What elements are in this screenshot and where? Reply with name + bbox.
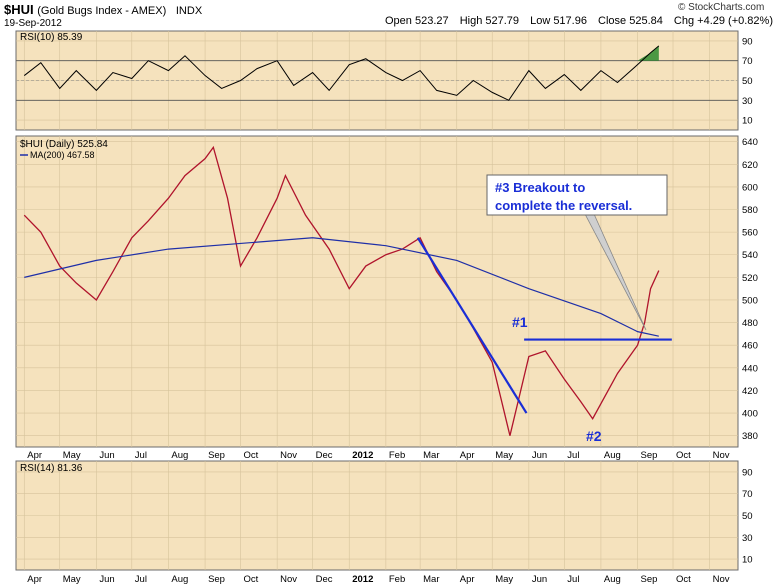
rsi-bottom-x-tick-label: Feb [389,574,405,585]
ma200-series [24,237,659,337]
price-y-tick-label: 580 [742,205,758,216]
rsi-bottom-x-tick-label: 2012 [352,574,373,585]
rsi-bottom-x-tick-label: Jun [532,574,547,585]
price-x-tick-label: Sep [641,450,658,461]
price-x-tick-label: Dec [316,450,333,461]
price-y-tick-label: 600 [742,182,758,193]
price-y-tick-label: 460 [742,341,758,352]
price-x-tick-label: Aug [604,450,621,461]
exchange: INDX [175,5,203,17]
price-x-tick-label: May [63,450,81,461]
symbol: $HUI [4,2,34,17]
price-x-tick-label: Oct [676,450,691,461]
price-y-tick-label: 620 [742,160,758,171]
high-value: High 527.79 [459,15,520,27]
price-legend: $HUI (Daily) 525.84 [20,139,108,150]
rsi-bottom-x-tick-label: Oct [676,574,691,585]
price-x-tick-label: Jun [532,450,547,461]
rsi-bottom-x-tick-label: Jul [567,574,579,585]
rsi-bottom-x-tick-label: Nov [713,574,730,585]
rsi-bottom-x-tick-label: Oct [244,574,259,585]
callout-line-1: #3 Breakout to [495,180,585,195]
price-x-tick-label: May [495,450,513,461]
price-x-tick-label: Nov [713,450,730,461]
price-y-tick-label: 520 [742,273,758,284]
rsi-bottom-x-tick-label: Aug [604,574,621,585]
price-x-tick-label: Feb [389,450,405,461]
annotation-1: #1 [512,314,528,330]
price-x-tick-label: Sep [208,450,225,461]
price-x-tick-label: Jul [135,450,147,461]
price-x-tick-label: Oct [244,450,259,461]
price-x-tick-label: Nov [280,450,297,461]
open-value: Open 523.27 [385,15,449,27]
rsi-bottom-x-tick-label: Nov [280,574,297,585]
rsi-bottom-y-tick-label: 30 [742,533,753,544]
rsi-top-y-tick-label: 70 [742,56,753,67]
rsi-top-y-tick-label: 90 [742,36,753,47]
low-value: Low 517.96 [530,15,587,27]
close-value: Close 525.84 [598,15,663,27]
downtrend-line [416,237,528,414]
rsi-bottom-x-tick-label: Aug [171,574,188,585]
rsi-top-series [23,45,660,101]
ohlc-readout: Open 523.27 High 527.79 Low 517.96 Close… [385,15,773,27]
price-series [23,145,660,436]
price-y-tick-label: 500 [742,295,758,306]
change-value: Chg +4.29 (+0.82%) [673,15,773,27]
rsi-bottom-y-tick-label: 70 [742,489,753,500]
chart-header: $HUI (Gold Bugs Index - AMEX) INDX [4,2,202,17]
price-y-tick-label: 560 [742,228,758,239]
index-name: (Gold Bugs Index - AMEX) [37,5,167,17]
rsi-bottom-y-tick-label: 10 [742,555,753,566]
ma-legend: MA(200) 467.58 [30,150,95,160]
rsi-bottom-x-tick-label: Sep [641,574,658,585]
callout-line-2: complete the reversal. [495,198,632,213]
rsi-top-y-tick-label: 10 [742,116,753,127]
rsi-bottom-x-tick-label: Apr [27,574,42,585]
rsi-bottom-x-tick-label: Sep [208,574,225,585]
rsi-bottom-x-tick-label: May [495,574,513,585]
rsi-bottom-x-tick-label: May [63,574,81,585]
annotation-2: #2 [586,428,602,444]
price-y-tick-label: 400 [742,409,758,420]
rsi-top-overbought-fill [637,45,659,61]
price-y-tick-label: 440 [742,363,758,374]
callout-box [486,174,668,216]
price-x-tick-label: 2012 [352,450,373,461]
rsi-bottom-x-tick-label: Apr [460,574,475,585]
price-x-tick-label: Apr [460,450,475,461]
rsi-bottom-y-tick-label: 50 [742,511,753,522]
stockcharts-credit: © StockCharts.com [678,2,765,13]
price-x-tick-label: Mar [423,450,439,461]
price-x-tick-label: Apr [27,450,42,461]
rsi-top-legend: RSI(10) 85.39 [20,32,83,43]
price-y-tick-label: 540 [742,250,758,261]
date-label: 19-Sep-2012 [4,18,62,29]
price-y-tick-label: 380 [742,431,758,442]
rsi-bottom-x-tick-label: Mar [423,574,439,585]
price-y-tick-label: 640 [742,137,758,148]
rsi-bottom-x-tick-label: Jun [99,574,114,585]
rsi-bottom-y-tick-label: 90 [742,467,753,478]
price-x-tick-label: Jul [567,450,579,461]
price-x-tick-label: Jun [99,450,114,461]
rsi-bottom-x-tick-label: Dec [316,574,333,585]
price-y-tick-label: 420 [742,386,758,397]
price-y-tick-label: 480 [742,318,758,329]
rsi-top-y-tick-label: 50 [742,76,753,87]
rsi-bottom-x-tick-label: Jul [135,574,147,585]
price-x-tick-label: Aug [171,450,188,461]
rsi-top-y-tick-label: 30 [742,96,753,107]
rsi-bottom-legend: RSI(14) 81.36 [20,463,83,474]
